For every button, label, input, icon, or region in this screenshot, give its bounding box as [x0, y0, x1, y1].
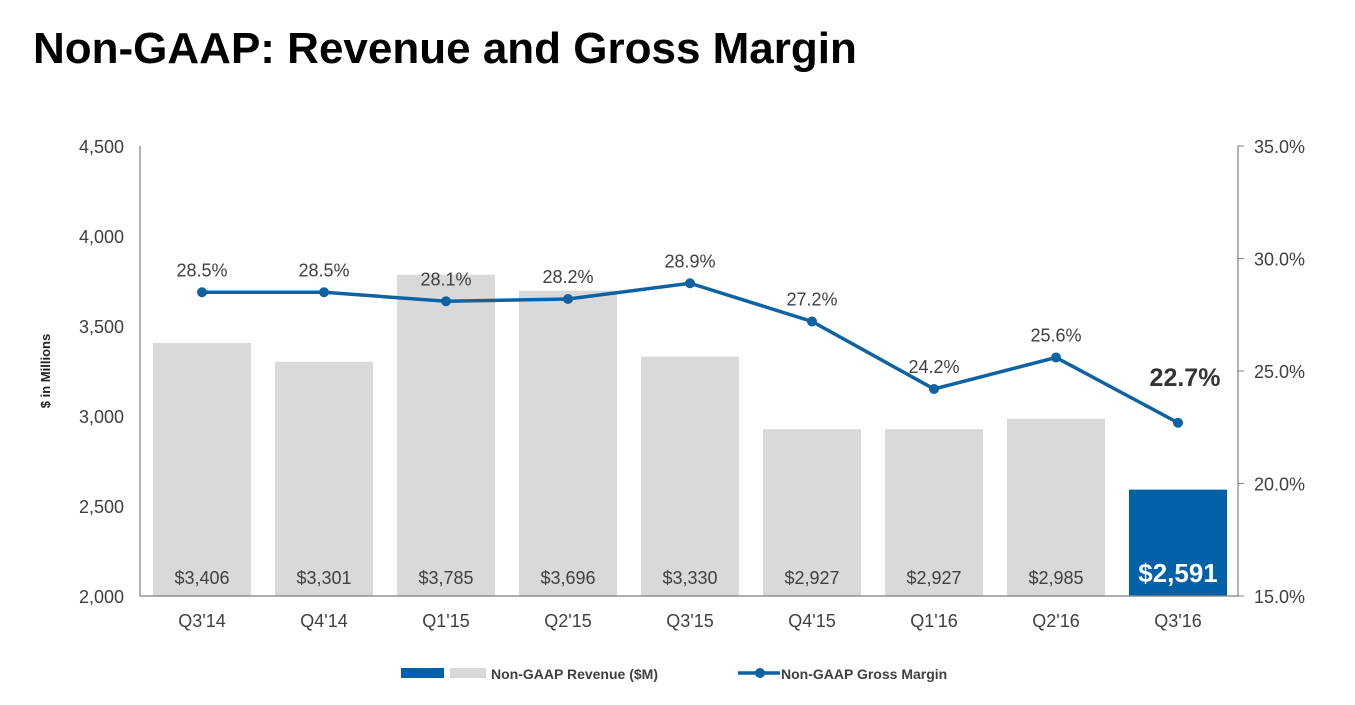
margin-point [319, 287, 329, 298]
revenue-bar [763, 429, 861, 596]
margin-point [807, 316, 817, 327]
x-tick-label: Q4'14 [300, 611, 347, 631]
revenue-label: $3,330 [662, 568, 717, 588]
margin-point [929, 384, 939, 394]
y-axis-title: $ in Millions [38, 334, 53, 408]
y-tick-label: 2,500 [79, 497, 124, 517]
x-tick-label: Q1'15 [422, 611, 469, 631]
margin-label: 28.1% [420, 269, 471, 289]
revenue-bar [885, 429, 983, 596]
revenue-label: $3,301 [296, 568, 351, 588]
margin-point [685, 278, 695, 289]
revenue-bar [1007, 418, 1105, 596]
margin-label: 24.2% [908, 357, 959, 377]
margin-label: 28.5% [298, 260, 349, 280]
margin-label: 22.7% [1150, 364, 1221, 392]
legend-swatch-margin-marker [755, 668, 765, 678]
margin-label: 25.6% [1030, 326, 1081, 346]
legend-swatch-revenue [450, 668, 486, 678]
y-tick-label: 4,500 [79, 137, 124, 157]
revenue-label: $2,927 [906, 568, 961, 588]
revenue-label: $3,406 [174, 568, 229, 588]
y-tick-label: 2,000 [79, 587, 124, 607]
legend-swatch-revenue-highlight [401, 668, 444, 678]
y2-tick-label: 35.0% [1254, 137, 1305, 157]
revenue-bar [275, 361, 373, 596]
y2-tick-label: 15.0% [1254, 587, 1305, 607]
margin-point [1051, 352, 1061, 363]
margin-point [441, 296, 451, 307]
x-tick-label: Q1'16 [910, 611, 957, 631]
x-tick-label: Q3'14 [178, 611, 225, 631]
revenue-bar [641, 356, 739, 596]
y-tick-label: 3,500 [79, 317, 124, 337]
revenue-label: $2,591 [1138, 558, 1218, 588]
page-title: Non-GAAP: Revenue and Gross Margin [33, 24, 857, 73]
revenue-bar [519, 290, 617, 596]
margin-point [1173, 417, 1183, 428]
margin-point [197, 287, 207, 298]
revenue-label: $3,785 [418, 568, 473, 588]
margin-label: 27.2% [786, 290, 837, 310]
revenue-label: $3,696 [540, 568, 595, 588]
x-tick-label: Q2'15 [544, 611, 591, 631]
revenue-bar [397, 274, 495, 596]
y2-tick-label: 30.0% [1254, 250, 1305, 270]
margin-label: 28.2% [542, 267, 593, 287]
x-tick-label: Q4'15 [788, 611, 835, 631]
revenue-label: $2,985 [1028, 568, 1083, 588]
y2-tick-label: 25.0% [1254, 362, 1305, 382]
revenue-bar [153, 342, 251, 596]
legend-label-margin: Non-GAAP Gross Margin [781, 666, 947, 682]
y2-tick-label: 20.0% [1254, 475, 1305, 495]
y-tick-label: 3,000 [79, 407, 124, 427]
legend-label-revenue: Non-GAAP Revenue ($M) [491, 666, 658, 682]
x-tick-label: Q3'15 [666, 611, 713, 631]
revenue-bar [1129, 489, 1227, 596]
x-tick-label: Q2'16 [1032, 611, 1079, 631]
margin-point [563, 294, 573, 304]
margin-label: 28.9% [664, 251, 715, 271]
revenue-label: $2,927 [784, 568, 839, 588]
margin-label: 28.5% [176, 260, 227, 280]
x-tick-label: Q3'16 [1154, 611, 1201, 631]
y-tick-label: 4,000 [79, 227, 124, 247]
